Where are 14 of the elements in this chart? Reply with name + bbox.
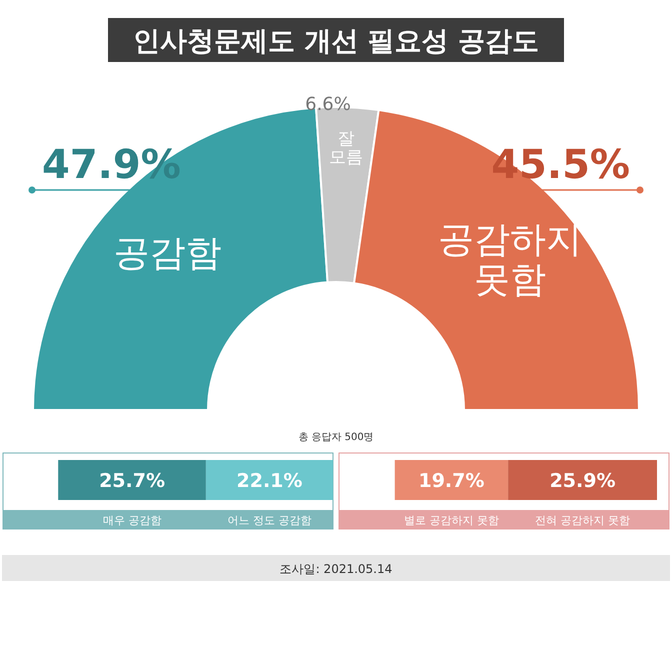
data-label: 25.7%	[99, 470, 165, 492]
series-label: 어느 정도 공감함	[227, 514, 312, 527]
series-label: 매우 공감함	[102, 514, 162, 527]
series-label: 전혀 공감하지 못함	[535, 514, 630, 527]
text: 총 응답자 500명	[298, 432, 374, 443]
data-label: 19.7%	[418, 470, 484, 492]
data-label: 22.1%	[236, 470, 302, 492]
data-label: 6.6%	[305, 94, 351, 115]
text: 조사일: 2021.05.14	[280, 562, 392, 576]
data-label: 25.9%	[550, 470, 616, 492]
chart-title: 인사청문제도 개선 필요성 공감도	[132, 26, 540, 57]
slice-label: 공감하지 못함	[438, 220, 582, 300]
slice-label: 공감함	[114, 233, 222, 274]
series-label: 별로 공감하지 못함	[404, 514, 499, 527]
